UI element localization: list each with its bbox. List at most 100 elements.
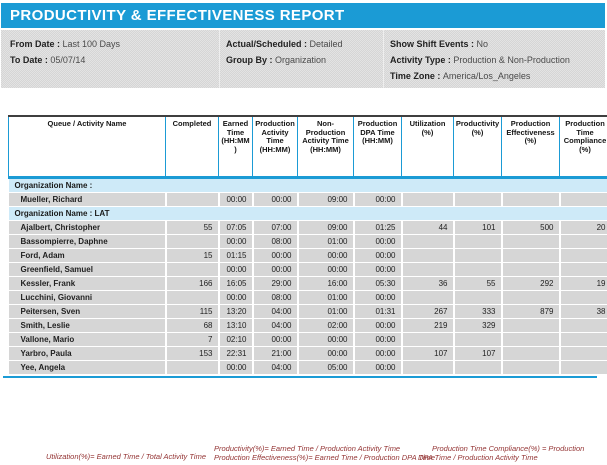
cell-value: 05:00 [297, 360, 355, 375]
filter-value: 05/07/14 [50, 55, 86, 65]
filter-label: Show Shift Events : [390, 39, 477, 49]
queue-activity-name: Kessler, Frank [8, 276, 167, 291]
cell-value: 09:00 [297, 192, 355, 207]
cell-value: 21:00 [252, 346, 299, 361]
cell-value: 15 [165, 248, 220, 263]
cell-value: 166 [165, 276, 220, 291]
page-title: PRODUCTIVITY & EFFECTIVENESS REPORT [10, 7, 345, 24]
cell-value: 333 [453, 304, 503, 319]
cell-value: 292 [501, 276, 561, 291]
cell-value [453, 332, 503, 347]
cell-value: 00:00 [353, 248, 403, 263]
cell-value: 55 [453, 276, 503, 291]
cell-value [559, 332, 607, 347]
cell-value [401, 360, 455, 375]
filter-item: Time Zone : America/Los_Angeles [390, 68, 598, 84]
cell-value: 00:00 [353, 346, 403, 361]
filter-item: Activity Type : Production & Non-Product… [390, 52, 598, 68]
footnote-effectiveness: Production Effectiveness(%)= Earned Time… [214, 453, 436, 462]
column-header: Utilization (%) [401, 115, 454, 179]
table-row: Ford, Adam 15 01:15 00:00 00:00 00:00 [8, 248, 607, 263]
cell-value: 16:00 [297, 276, 355, 291]
cell-value: 500 [501, 220, 561, 235]
cell-value: 00:00 [353, 290, 403, 305]
cell-value: 04:00 [252, 318, 299, 333]
cell-value [453, 234, 503, 249]
cell-value: 08:00 [252, 234, 299, 249]
cell-value: 68 [165, 318, 220, 333]
queue-activity-name: Ajalbert, Christopher [8, 220, 167, 235]
cell-value: 20 [559, 220, 607, 235]
cell-value [401, 332, 455, 347]
queue-activity-name: Yarbro, Paula [8, 346, 167, 361]
cell-value: 00:00 [297, 332, 355, 347]
cell-value [453, 360, 503, 375]
filters-column-grouping: Actual/Scheduled : Detailed Group By : Or… [219, 30, 369, 88]
cell-value: 879 [501, 304, 561, 319]
cell-value: 219 [401, 318, 455, 333]
filter-label: To Date : [10, 55, 51, 65]
column-header: Production DPA Time (HH:MM) [353, 115, 402, 179]
cell-value [401, 234, 455, 249]
queue-activity-name: Greenfield, Samuel [8, 262, 167, 277]
cell-value: 00:00 [252, 248, 299, 263]
filter-item: Group By : Organization [226, 52, 369, 68]
table-row: Bassompierre, Daphne 00:00 08:00 01:00 00:00 [8, 234, 607, 249]
table-row: Smith, Leslie 68 13:10 04:00 02:00 00:00 219 32… [8, 318, 607, 333]
table-row: Ajalbert, Christopher 55 07:05 07:00 09:00 01… [8, 220, 607, 235]
table-row: Yarbro, Paula 153 22:31 21:00 00:00 00:00 107 1… [8, 346, 607, 361]
group-label: Organization Name : [8, 177, 607, 193]
filter-value: Detailed [309, 39, 343, 49]
cell-value [501, 290, 561, 305]
footnote-compliance: Production Time Compliance(%) = Producti… [418, 444, 585, 462]
cell-value [165, 290, 220, 305]
cell-value [401, 262, 455, 277]
filter-label: Actual/Scheduled : [226, 39, 310, 49]
table-row: Greenfield, Samuel 00:00 00:00 00:00 00:00 [8, 262, 607, 277]
cell-value: 04:00 [252, 360, 299, 375]
cell-value: 55 [165, 220, 220, 235]
cell-value: 38 [559, 304, 607, 319]
report-title-bar: PRODUCTIVITY & EFFECTIVENESS REPORT [1, 3, 605, 28]
cell-value: 00:00 [297, 248, 355, 263]
cell-value [165, 360, 220, 375]
cell-value [165, 192, 220, 207]
cell-value: 7 [165, 332, 220, 347]
cell-value: 107 [401, 346, 455, 361]
filter-item: From Date : Last 100 Days [10, 36, 205, 52]
cell-value [453, 248, 503, 263]
filter-value: No [476, 39, 489, 49]
cell-value: 115 [165, 304, 220, 319]
filter-label: Time Zone : [390, 71, 443, 81]
cell-value [165, 234, 220, 249]
filter-value: Production & Non-Production [453, 55, 570, 65]
table-row: Kessler, Frank 166 16:05 29:00 16:00 05:30 36 5… [8, 276, 607, 291]
footnote-productivity-effectiveness: Productivity(%)= Earned Time / Productio… [214, 444, 435, 462]
cell-value: 00:00 [297, 346, 355, 361]
filter-label: Activity Type : [390, 55, 454, 65]
column-header: Production Effectiveness (%) [501, 115, 560, 179]
cell-value: 01:00 [297, 290, 355, 305]
filters-panel: From Date : Last 100 Days To Date : 05/07… [1, 30, 605, 88]
cell-value: 29:00 [252, 276, 299, 291]
cell-value: 00:00 [252, 332, 299, 347]
cell-value: 267 [401, 304, 455, 319]
queue-activity-name: Peitersen, Sven [8, 304, 167, 319]
cell-value: 01:15 [218, 248, 254, 263]
footnote-productivity: Productivity(%)= Earned Time / Productio… [214, 444, 401, 453]
table-row: Yee, Angela 00:00 04:00 05:00 00:00 [8, 360, 607, 375]
group-row: Organization Name : LAT [8, 206, 607, 221]
table-header-row: Queue / Activity Name Completed Earned Tim… [8, 115, 607, 179]
cell-value [559, 192, 607, 207]
column-header: Non- Production Activity Time (HH:MM) [297, 115, 354, 179]
filter-item: Actual/Scheduled : Detailed [226, 36, 369, 52]
column-header: Productivity(%) [453, 115, 502, 179]
report-table: Queue / Activity Name Completed Earned Tim… [8, 115, 607, 375]
cell-value [501, 248, 561, 263]
table-row: Lucchini, Giovanni 00:00 08:00 01:00 00:00 [8, 290, 607, 305]
table-bottom-border [3, 376, 597, 378]
table-body: Organization Name : Mueller, Richard 00:00… [8, 177, 607, 375]
cell-value: 09:00 [297, 220, 355, 235]
cell-value: 00:00 [218, 360, 254, 375]
queue-activity-name: Ford, Adam [8, 248, 167, 263]
